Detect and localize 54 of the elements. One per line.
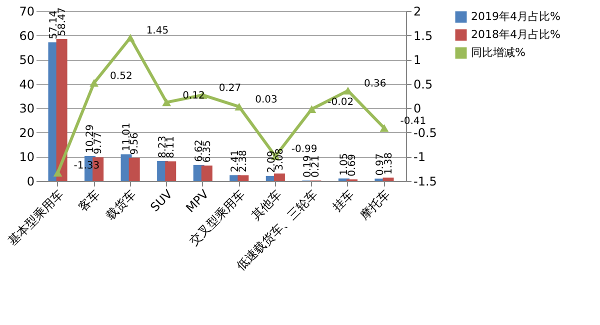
x-tick-label: 其他车 [248,187,284,222]
data-label: 1.45 [146,26,169,37]
point [53,168,62,177]
point [380,124,389,132]
bar [165,161,176,181]
point [234,102,244,111]
y2-tick-label: 1.5 [414,28,433,43]
y2-tick-label: 0 [414,102,422,116]
data-label: 0.03 [255,94,278,106]
bar [382,178,394,181]
data-label: -0.99 [291,144,318,156]
point [307,105,316,113]
point [162,98,172,106]
x-tick-label: 载货车 [103,187,139,222]
x-tick-label: 摩托车 [357,187,393,222]
point [90,79,99,87]
data-label: 6.35 [202,140,213,163]
y-tick-label: 40 [19,77,34,92]
y2-tick-label: 2 [414,4,422,18]
data-label: -0.02 [328,97,354,108]
y2-tick-label: -1 [414,150,426,164]
legend-label: 同比增减% [471,46,526,59]
data-label: 3.08 [274,148,286,171]
point [126,34,135,42]
data-label: 1.38 [383,152,394,175]
x-tick-label: 基本型乘用车 [5,187,66,248]
y-tick-label: 0 [26,174,34,188]
x-tick-label: 挂车 [330,187,356,214]
data-label: -0.41 [400,116,426,128]
legend-label: 2018年4月占比% [471,28,560,41]
data-label: 0.27 [218,83,242,94]
data-label: 0.52 [110,70,132,82]
y-tick-label: 20 [19,126,34,140]
bar [56,39,68,181]
y2-tick-label: -1.5 [414,174,437,188]
data-label: -1.33 [74,160,100,172]
bar [274,174,285,181]
y-tick-label: 30 [19,102,34,116]
x-tick-label: 客车 [76,187,103,214]
y2-tick-label: -0.5 [414,126,437,140]
bar [201,166,212,181]
y-tick-label: 70 [19,4,34,18]
data-label: 58.47 [56,7,68,36]
data-label: 0.69 [346,154,358,176]
y-tick-label: 10 [19,150,34,164]
y-tick-label: 50 [19,53,34,68]
bar [238,175,249,181]
data-label: 9.56 [129,132,140,155]
y2-tick-label: 1 [414,53,422,68]
bar [128,158,140,181]
data-label: 0.36 [364,78,386,90]
y-tick-label: 60 [19,28,34,43]
legend-label: 2019年4月占比% [471,10,560,23]
y2-tick-label: 0.5 [414,77,433,92]
